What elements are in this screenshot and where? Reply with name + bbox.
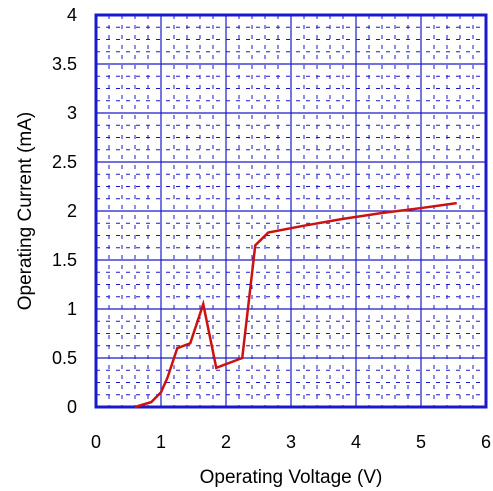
series-group (134, 201, 457, 409)
x-tick-label: 1 (156, 432, 166, 452)
x-axis-label: Operating Voltage (V) (200, 467, 383, 488)
x-tick-label: 0 (91, 432, 101, 452)
x-tick-label: 6 (481, 432, 491, 452)
y-tick-label: 4 (67, 5, 77, 25)
plot-frame (94, 13, 488, 409)
series-line (134, 201, 457, 409)
y-tick-label: 2 (67, 201, 77, 221)
y-tick-label: 3 (67, 103, 77, 123)
x-tick-label: 5 (416, 432, 426, 452)
y-tick-label: 1.5 (52, 250, 77, 270)
x-tick-label: 2 (221, 432, 231, 452)
y-tick-label: 0.5 (52, 348, 77, 368)
major-grid (96, 15, 486, 407)
y-tick-label: 0 (67, 397, 77, 417)
y-tick-labels: 0 0.5 1 1.5 2 2.5 3 3.5 4 (52, 5, 77, 417)
x-tick-label: 4 (351, 432, 361, 452)
x-tick-labels: 0 1 2 3 4 5 6 (91, 432, 491, 452)
x-tick-label: 3 (286, 432, 296, 452)
y-tick-label: 2.5 (52, 152, 77, 172)
y-axis-label: Operating Current (mA) (15, 112, 36, 311)
y-tick-label: 1 (67, 299, 77, 319)
y-tick-label: 3.5 (52, 54, 77, 74)
